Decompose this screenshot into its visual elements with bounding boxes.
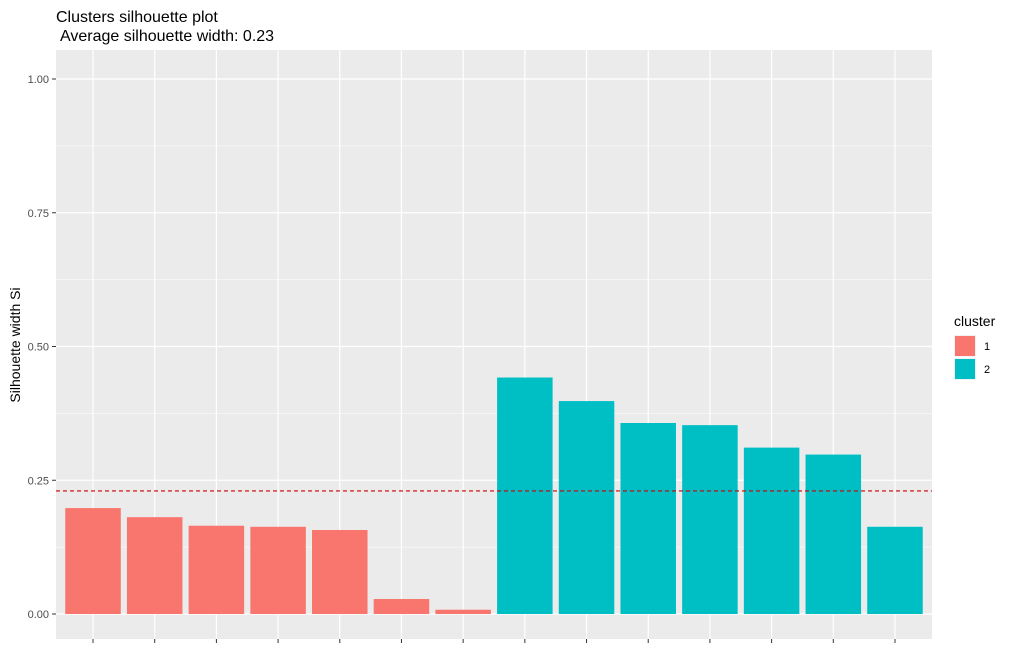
bar-cluster-1 <box>435 609 491 614</box>
y-tick-label: 0.75 <box>28 208 49 220</box>
bar-cluster-2 <box>620 423 676 614</box>
bar-cluster-1 <box>65 508 121 614</box>
bar-cluster-1 <box>188 525 245 614</box>
bar-cluster-1 <box>312 530 368 614</box>
legend-label-1: 1 <box>984 341 990 353</box>
legend-swatch-1 <box>955 336 975 356</box>
chart-title: Clusters silhouette plot <box>56 9 218 26</box>
y-axis-title: Silhouette width Si <box>7 287 23 402</box>
x-axis <box>92 639 896 643</box>
legend-label-2: 2 <box>984 364 990 376</box>
bar-cluster-1 <box>250 526 306 614</box>
y-axis: 0.00 0.25 0.50 0.75 1.00 <box>28 74 56 621</box>
chart-subtitle: Average silhouette width: 0.23 <box>60 28 274 45</box>
bar-cluster-2 <box>805 454 862 614</box>
y-tick-label: 1.00 <box>28 74 49 86</box>
legend-entries: 12 <box>954 335 990 380</box>
bar-cluster-2 <box>682 425 738 614</box>
y-tick-label: 0.50 <box>28 342 49 354</box>
bar-cluster-2 <box>867 526 923 614</box>
legend-swatch-2 <box>955 359 975 379</box>
y-tick-label: 0.25 <box>28 475 49 487</box>
bar-cluster-1 <box>373 599 430 614</box>
bar-cluster-2 <box>558 401 615 614</box>
legend-title: cluster <box>954 313 996 329</box>
y-tick-label: 0.00 <box>28 609 49 621</box>
bar-cluster-2 <box>743 447 800 614</box>
bar-cluster-1 <box>126 517 183 614</box>
plot-panel <box>56 50 932 639</box>
legend: cluster 12 <box>954 313 996 380</box>
bar-cluster-2 <box>497 377 553 614</box>
bars-group <box>65 377 923 614</box>
